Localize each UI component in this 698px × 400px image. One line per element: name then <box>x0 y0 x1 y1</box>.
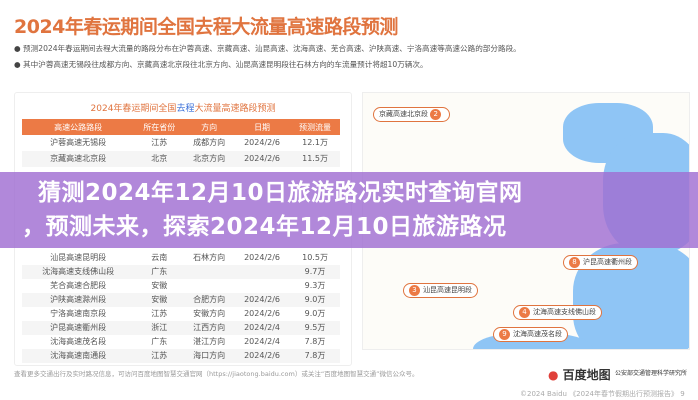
table-cell: 2024/2/4 <box>234 321 291 335</box>
table-row: 宁洛高速南京段 江苏 安徽方向 2024/2/6 9.0万 <box>22 307 340 321</box>
table-cell: 云南 <box>151 253 168 262</box>
table-cell: 9.0万 <box>290 293 340 307</box>
table-cell: 11.5万 <box>290 151 340 167</box>
table-cell: 江苏 <box>151 138 168 147</box>
table-cell: 2024/2/6 <box>234 293 291 307</box>
table-cell: 沪蓉高速无锡段 <box>50 138 107 147</box>
table-cell: 江西方向 <box>184 321 235 335</box>
table-cell <box>234 265 291 279</box>
table-cell: 汕昆高速昆明段 <box>50 253 107 262</box>
table-cell: 沈海高速茂名段 <box>50 337 107 346</box>
table-cell: 9.0万 <box>304 309 326 318</box>
table-row: 沪蓉高速无锡段 江苏 成都方向 2024/2/6 12.1万 <box>22 135 340 151</box>
table-cell <box>184 279 234 293</box>
table-cell: 7.8万 <box>304 337 326 346</box>
table-cell: 9.5万 <box>290 321 340 335</box>
table-cell: 京藏高速北京段 <box>22 151 135 167</box>
table-cell: 成都方向 <box>193 138 226 147</box>
table-cell: 广东 <box>151 337 168 346</box>
headline-line-2: ，预测未来，探索2024年12月10日旅游路况 <box>22 214 507 240</box>
table-cell: 江苏 <box>151 309 168 318</box>
table-cell: 石林方向 <box>193 253 226 262</box>
table-row: 沈海高速茂名段 广东 湛江方向 2024/2/4 7.8万 <box>22 335 340 349</box>
map-tag[interactable]: 3 汕昆高速昆明段 <box>403 283 478 298</box>
table-row: 沈海高速支线佛山段 广东 9.7万 <box>22 265 340 279</box>
map-tag[interactable]: 4 沈海高速支线佛山段 <box>513 305 602 320</box>
table-cell: 安徽 <box>134 293 185 307</box>
forecast-table: 高速公路路段 所在省份 方向 日期 预测流量 沪蓉高速无锡段 江苏 成都方向 2024/2/6… <box>22 119 340 363</box>
table-cell: 沪陕高速滁州段 <box>22 293 135 307</box>
table-cell <box>234 279 290 293</box>
table-cell: 广东 <box>134 265 185 279</box>
column-header: 日期 <box>234 119 291 135</box>
bullet-1: 预测2024年春运期间去程大流量的路段分布在沪蓉高速、京藏高速、汕昆高速、沈海高… <box>14 43 521 54</box>
tmri-logo: 公安部交通管理科学研究所 <box>615 370 688 377</box>
table-row: 京藏高速北京段 北京 北京方向 2024/2/6 11.5万 <box>22 151 340 167</box>
table-cell: 沪昆高速衢州段 <box>22 321 135 335</box>
headline-overlay: 猜测2024年12月10日旅游路况实时查询官网 ，预测未来，探索2024年12月… <box>0 172 698 248</box>
table-cell: 江苏 <box>134 349 185 363</box>
table-cell: 北京方向 <box>184 151 235 167</box>
table-row: 沈海高速南通段 江苏 海口方向 2024/2/6 7.8万 <box>22 349 340 363</box>
table-cell: 沈海高速支线佛山段 <box>22 265 135 279</box>
column-header: 所在省份 <box>134 119 185 135</box>
table-cell <box>184 265 235 279</box>
bullet-2: 其中沪蓉高速无锡段往成都方向、京藏高速北京段往北京方向、汕昆高速昆明段往石林方向… <box>14 59 428 70</box>
table-title: 2024年春运期间全国去程大流量高速路段预测 <box>90 104 276 114</box>
table-row: 沪昆高速衢州段 浙江 江西方向 2024/2/4 9.5万 <box>22 321 340 335</box>
table-cell: 2024/2/6 <box>244 253 281 262</box>
table-row: 芜合高速合肥段 安徽 9.3万 <box>22 279 340 293</box>
map-tag[interactable]: 京藏高速北京段 2 <box>373 107 451 122</box>
column-header: 预测流量 <box>290 119 340 135</box>
table-cell: 2024/2/6 <box>234 349 291 363</box>
table-cell: 7.8万 <box>290 349 340 363</box>
map-tag[interactable]: 8 沪昆高速衢州段 <box>563 255 638 270</box>
table-cell: 2024/2/6 <box>244 309 281 318</box>
table-cell: 合肥方向 <box>184 293 235 307</box>
table-row: 汕昆高速昆明段 云南 石林方向 2024/2/6 10.5万 <box>22 251 340 265</box>
table-cell: 浙江 <box>134 321 185 335</box>
table-cell: 2024/2/6 <box>234 151 291 167</box>
table-cell: 北京 <box>134 151 185 167</box>
table-cell: 湛江方向 <box>193 337 226 346</box>
table-cell: 9.7万 <box>290 265 340 279</box>
source-caption: ©2024 Baidu 《2024年春节假期出行预测报告》 9 <box>520 390 685 398</box>
column-header: 高速公路路段 <box>22 119 135 135</box>
map-tag[interactable]: 9 沈海高速茂名段 <box>493 327 568 342</box>
page-title: 2024年春运期间全国去程大流量高速路段预测 <box>14 16 398 38</box>
baidu-map-logo: ● 百度地图 <box>548 368 611 382</box>
table-cell: 安徽 <box>151 281 168 290</box>
table-cell: 安徽方向 <box>193 309 226 318</box>
table-cell: 2024/2/6 <box>244 138 281 147</box>
table-cell: 海口方向 <box>184 349 235 363</box>
headline-line-1: 猜测2024年12月10日旅游路况实时查询官网 <box>38 180 523 206</box>
table-cell: 芜合高速合肥段 <box>50 281 107 290</box>
footer-note: 查看更多交通出行及实时路况信息，可访问百度地图智慧交通官网（https://ji… <box>14 370 419 378</box>
table-cell: 10.5万 <box>302 253 328 262</box>
table-row: 沪陕高速滁州段 安徽 合肥方向 2024/2/6 9.0万 <box>22 293 340 307</box>
table-cell: 宁洛高速南京段 <box>50 309 107 318</box>
table-cell: 沈海高速南通段 <box>22 349 135 363</box>
table-cell: 9.3万 <box>304 281 326 290</box>
column-header: 方向 <box>184 119 235 135</box>
table-cell: 12.1万 <box>302 138 328 147</box>
table-cell: 2024/2/4 <box>244 337 281 346</box>
